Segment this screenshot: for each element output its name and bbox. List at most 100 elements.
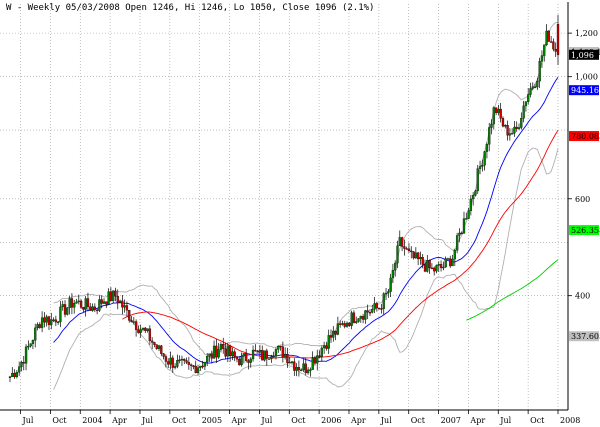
y-tick-label: 1,000 [575, 73, 598, 82]
candle-body [435, 265, 438, 272]
candle-body [309, 369, 312, 371]
candle-body [552, 41, 555, 50]
candle-body [249, 358, 252, 363]
candle-body [157, 345, 161, 349]
candle-body [371, 309, 374, 313]
candle-body [54, 319, 58, 323]
candle-body [27, 345, 30, 348]
candle-body [139, 329, 142, 333]
candle-body [467, 210, 470, 219]
candle-body [102, 301, 106, 304]
candle-body [345, 322, 349, 327]
candle-body [554, 48, 557, 52]
candle-body [325, 345, 328, 349]
price-tag-box [569, 225, 599, 236]
y-axis-ticks: 400 600 1,000 1,200 [568, 29, 598, 301]
x-tick-label: Jul [260, 416, 272, 425]
candle-body [98, 299, 101, 311]
candle-body [499, 108, 502, 119]
candle-body [414, 252, 417, 259]
candle-body [240, 356, 243, 366]
candle-body [267, 358, 271, 360]
candle-body [228, 345, 232, 357]
candle-body [451, 258, 454, 267]
candle-body [318, 355, 321, 357]
candle-body [437, 264, 440, 266]
price-tag-label: 337.605 [571, 332, 600, 341]
candle-body [224, 348, 227, 357]
candle-body [529, 88, 532, 95]
candle-body [538, 61, 541, 82]
candle-body [476, 168, 479, 192]
candle-body [405, 248, 408, 250]
candle-body [407, 248, 411, 252]
candle-body [481, 165, 484, 167]
candle-body [61, 304, 64, 308]
candle-body [151, 340, 154, 343]
candle-body [89, 306, 92, 311]
x-tick-label: Oct [52, 416, 67, 425]
candle-body [398, 237, 401, 247]
candle-body [118, 300, 122, 304]
candle-body [531, 86, 534, 89]
candle-body [66, 307, 69, 315]
candle-body [522, 105, 525, 119]
candle-body [540, 55, 544, 62]
candle-body [82, 307, 85, 310]
candle-body [494, 107, 498, 113]
x-tick-label: Jul [380, 416, 392, 425]
candle-body [446, 258, 450, 260]
candle-body [327, 335, 330, 349]
candle-body [15, 372, 19, 378]
candle-body [444, 258, 447, 268]
candle-body [263, 350, 266, 361]
x-tick-label: 2005 [202, 416, 222, 425]
candle-body [169, 357, 172, 365]
candle-body [433, 267, 436, 272]
candle-body [199, 365, 202, 368]
candle-body [231, 351, 234, 357]
candle-body [155, 344, 158, 349]
candle-body [189, 364, 193, 366]
x-tick-label: Apr [231, 416, 247, 425]
candle-body [171, 357, 174, 368]
candle-body [212, 345, 216, 359]
candle-body [549, 41, 553, 43]
candle-body [84, 298, 87, 310]
candle-body [355, 321, 358, 323]
candle-body [311, 357, 314, 370]
candle-body [128, 309, 131, 321]
candle-body [290, 361, 294, 363]
candle-body [196, 367, 200, 374]
candle-body [13, 372, 16, 378]
candle-body [524, 101, 528, 107]
candle-body [79, 300, 83, 308]
candle-body [501, 118, 505, 127]
x-tick-label: Apr [469, 416, 485, 425]
candle-body [343, 323, 346, 327]
candle-body [350, 312, 353, 326]
candle-body [483, 151, 486, 166]
candle-body [297, 367, 301, 371]
candle-body [322, 345, 326, 349]
candle-body [497, 108, 500, 113]
price-tags: 1,109.121,096945.164780.083526.358337.60… [569, 46, 600, 342]
candle-body [251, 349, 255, 360]
candle-body [378, 307, 381, 310]
candle-body [421, 257, 424, 265]
candle-body [462, 218, 466, 234]
candle-body [373, 303, 376, 310]
candle-body [130, 320, 133, 323]
candle-body [77, 300, 80, 303]
candle-body [472, 195, 475, 200]
candle-body [306, 369, 310, 374]
candle-body [173, 366, 177, 368]
candle-body [43, 317, 46, 323]
candle-body [73, 303, 76, 308]
candle-body [265, 350, 268, 359]
candle-body [316, 355, 319, 364]
candle-body [146, 328, 149, 331]
candle-body [208, 353, 211, 357]
candle-body [517, 127, 521, 129]
candle-body [201, 365, 204, 368]
